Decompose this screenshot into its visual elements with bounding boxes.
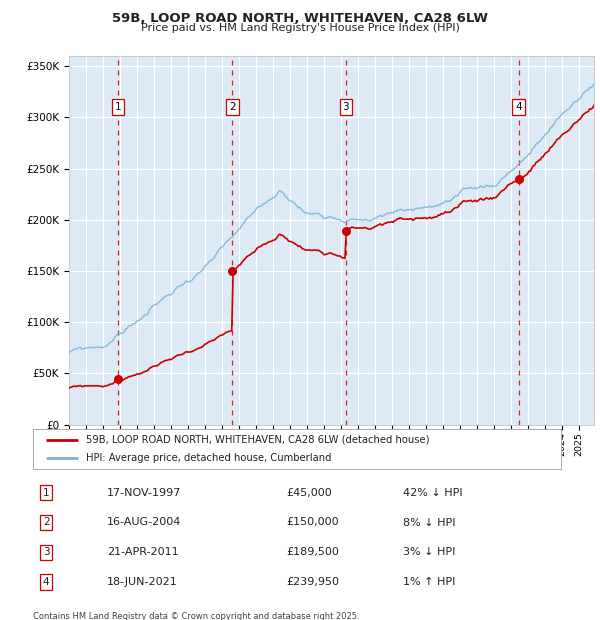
Text: 21-APR-2011: 21-APR-2011 — [107, 547, 179, 557]
Text: HPI: Average price, detached house, Cumberland: HPI: Average price, detached house, Cumb… — [86, 453, 331, 464]
Text: 4: 4 — [515, 102, 522, 112]
Text: 16-AUG-2004: 16-AUG-2004 — [107, 518, 181, 528]
Text: £239,950: £239,950 — [286, 577, 340, 587]
Text: 18-JUN-2021: 18-JUN-2021 — [107, 577, 178, 587]
Text: 1: 1 — [115, 102, 121, 112]
Text: 3: 3 — [343, 102, 349, 112]
Text: Contains HM Land Registry data © Crown copyright and database right 2025.
This d: Contains HM Land Registry data © Crown c… — [33, 612, 359, 620]
Text: £150,000: £150,000 — [286, 518, 339, 528]
Text: 8% ↓ HPI: 8% ↓ HPI — [403, 518, 455, 528]
Text: 17-NOV-1997: 17-NOV-1997 — [107, 487, 181, 497]
Text: 4: 4 — [43, 577, 50, 587]
Text: 3% ↓ HPI: 3% ↓ HPI — [403, 547, 455, 557]
Text: 59B, LOOP ROAD NORTH, WHITEHAVEN, CA28 6LW: 59B, LOOP ROAD NORTH, WHITEHAVEN, CA28 6… — [112, 12, 488, 25]
Text: 2: 2 — [229, 102, 236, 112]
Text: 1% ↑ HPI: 1% ↑ HPI — [403, 577, 455, 587]
Text: £189,500: £189,500 — [286, 547, 340, 557]
Text: 3: 3 — [43, 547, 50, 557]
Text: 2: 2 — [43, 518, 50, 528]
Text: £45,000: £45,000 — [286, 487, 332, 497]
Text: 42% ↓ HPI: 42% ↓ HPI — [403, 487, 462, 497]
Text: Price paid vs. HM Land Registry's House Price Index (HPI): Price paid vs. HM Land Registry's House … — [140, 23, 460, 33]
Text: 1: 1 — [43, 487, 50, 497]
Text: 59B, LOOP ROAD NORTH, WHITEHAVEN, CA28 6LW (detached house): 59B, LOOP ROAD NORTH, WHITEHAVEN, CA28 6… — [86, 435, 430, 445]
